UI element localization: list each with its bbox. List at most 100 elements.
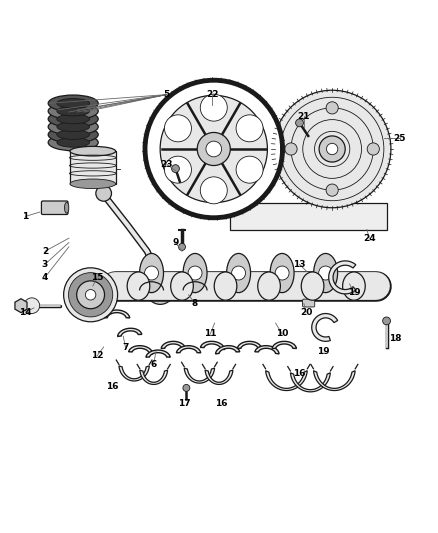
Polygon shape: [237, 341, 261, 349]
Circle shape: [68, 273, 113, 317]
Circle shape: [146, 277, 174, 304]
Ellipse shape: [270, 254, 294, 293]
Text: 7: 7: [122, 343, 129, 352]
Polygon shape: [129, 346, 153, 354]
Ellipse shape: [57, 130, 89, 140]
Circle shape: [206, 141, 222, 157]
Ellipse shape: [57, 138, 89, 147]
Circle shape: [145, 266, 159, 280]
Ellipse shape: [314, 254, 338, 293]
Polygon shape: [161, 341, 185, 349]
Circle shape: [319, 266, 332, 280]
Polygon shape: [15, 298, 27, 313]
Circle shape: [285, 143, 297, 155]
Text: 3: 3: [42, 260, 48, 269]
Ellipse shape: [57, 107, 89, 116]
Polygon shape: [70, 151, 116, 184]
Polygon shape: [266, 370, 307, 391]
Ellipse shape: [200, 94, 227, 121]
Circle shape: [152, 282, 168, 298]
Circle shape: [77, 281, 105, 309]
Text: 8: 8: [192, 299, 198, 308]
Polygon shape: [205, 370, 233, 384]
Polygon shape: [201, 341, 225, 350]
Circle shape: [275, 266, 289, 280]
Text: 15: 15: [91, 273, 103, 282]
Text: 4: 4: [42, 273, 48, 282]
Polygon shape: [215, 346, 240, 354]
Polygon shape: [312, 313, 338, 341]
Circle shape: [326, 143, 338, 155]
Polygon shape: [314, 370, 355, 391]
Ellipse shape: [48, 118, 98, 135]
Circle shape: [96, 185, 112, 201]
Circle shape: [197, 133, 230, 166]
Circle shape: [319, 136, 345, 162]
Text: 2: 2: [42, 247, 48, 256]
Ellipse shape: [214, 272, 237, 300]
Circle shape: [85, 289, 96, 300]
Ellipse shape: [48, 126, 98, 143]
Text: 16: 16: [293, 369, 306, 377]
Text: 5: 5: [164, 90, 170, 99]
Ellipse shape: [140, 254, 163, 293]
Polygon shape: [104, 310, 130, 318]
FancyBboxPatch shape: [42, 201, 68, 214]
Text: 25: 25: [393, 134, 406, 143]
FancyBboxPatch shape: [303, 299, 315, 307]
Polygon shape: [290, 373, 330, 392]
Ellipse shape: [57, 122, 89, 132]
Polygon shape: [140, 370, 168, 384]
Ellipse shape: [48, 95, 98, 111]
Circle shape: [145, 80, 283, 218]
Text: 6: 6: [151, 360, 157, 369]
Ellipse shape: [171, 272, 193, 300]
Circle shape: [326, 102, 338, 114]
Circle shape: [64, 268, 117, 322]
Text: 19: 19: [348, 288, 360, 297]
Text: 17: 17: [178, 399, 191, 408]
Ellipse shape: [301, 272, 324, 300]
Ellipse shape: [127, 272, 150, 300]
Text: 22: 22: [206, 90, 219, 99]
Polygon shape: [118, 328, 142, 336]
Ellipse shape: [258, 272, 280, 300]
Ellipse shape: [70, 147, 116, 156]
Text: 10: 10: [276, 329, 288, 338]
Text: 20: 20: [300, 308, 312, 317]
Polygon shape: [177, 346, 201, 353]
Ellipse shape: [48, 134, 98, 151]
Text: 14: 14: [19, 308, 32, 317]
Polygon shape: [146, 350, 170, 357]
Circle shape: [296, 119, 304, 127]
Polygon shape: [255, 346, 279, 354]
Text: 18: 18: [389, 334, 402, 343]
Text: 23: 23: [160, 160, 173, 169]
Text: 11: 11: [204, 329, 216, 338]
Ellipse shape: [57, 99, 89, 108]
Polygon shape: [184, 368, 215, 383]
Ellipse shape: [236, 156, 263, 183]
Polygon shape: [230, 204, 387, 230]
Ellipse shape: [183, 254, 207, 293]
Circle shape: [183, 384, 190, 391]
Polygon shape: [329, 261, 356, 294]
Circle shape: [172, 165, 180, 173]
Circle shape: [179, 244, 185, 251]
Text: 19: 19: [317, 347, 330, 356]
Circle shape: [160, 95, 268, 203]
Circle shape: [188, 266, 202, 280]
Ellipse shape: [70, 179, 116, 189]
Ellipse shape: [200, 177, 227, 204]
Ellipse shape: [226, 254, 251, 293]
Text: 16: 16: [215, 399, 227, 408]
Ellipse shape: [165, 156, 191, 183]
Text: 16: 16: [106, 382, 119, 391]
Circle shape: [367, 143, 379, 155]
Polygon shape: [272, 341, 297, 349]
Circle shape: [326, 184, 338, 196]
Text: 1: 1: [22, 212, 28, 221]
Text: 24: 24: [363, 233, 375, 243]
Text: 12: 12: [91, 351, 103, 360]
Text: 13: 13: [293, 260, 306, 269]
